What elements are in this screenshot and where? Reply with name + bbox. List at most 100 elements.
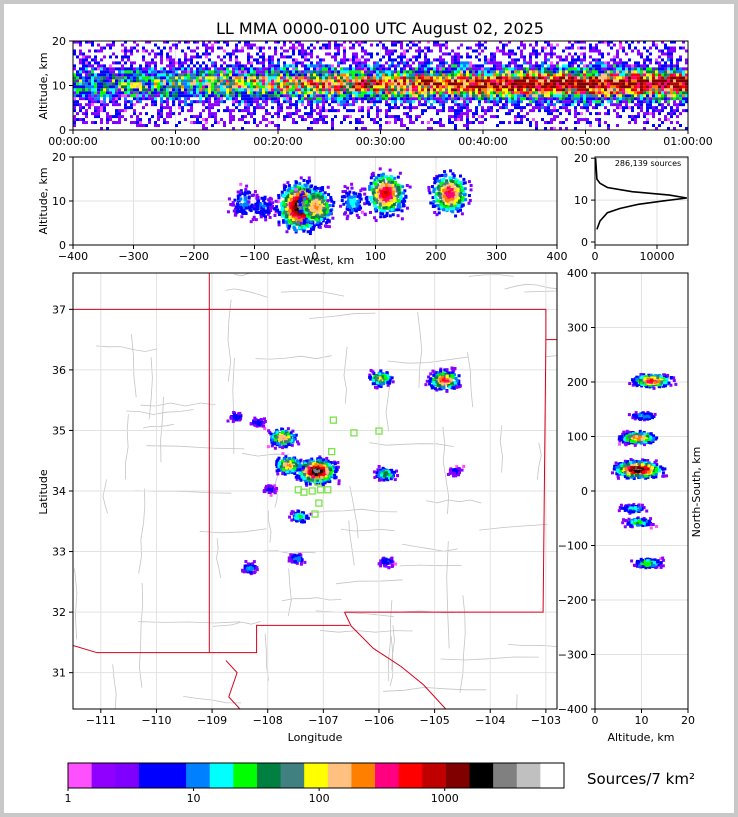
th-source-cell xyxy=(130,121,133,125)
th-source-cell xyxy=(535,64,538,68)
th-source-cell xyxy=(460,91,463,95)
th-source-cell xyxy=(127,100,130,104)
th-source-cell xyxy=(223,85,226,89)
th-source-cell xyxy=(463,94,466,98)
th-source-cell xyxy=(505,52,508,56)
th-source-cell xyxy=(292,88,295,92)
th-source-cell xyxy=(406,127,409,130)
th-source-cell xyxy=(118,85,121,89)
th-source-cell xyxy=(322,118,325,122)
th-source-cell xyxy=(94,58,97,62)
th-source-cell xyxy=(163,82,166,86)
th-source-cell xyxy=(652,79,655,83)
th-source-cell xyxy=(643,76,646,80)
th-source-cell xyxy=(412,88,415,92)
th-source-cell xyxy=(505,73,508,77)
th-source-cell xyxy=(478,76,481,80)
th-source-cell xyxy=(97,61,100,65)
th-source-cell xyxy=(406,43,409,47)
ew-source-cell xyxy=(308,209,312,213)
th-source-cell xyxy=(232,109,235,113)
th-source-cell xyxy=(454,64,457,68)
th-source-cell xyxy=(367,58,370,62)
th-source-cell xyxy=(283,79,286,83)
th-source-cell xyxy=(340,76,343,80)
th-source-cell xyxy=(391,76,394,80)
th-source-cell xyxy=(535,82,538,86)
th-source-cell xyxy=(481,88,484,92)
th-source-cell xyxy=(436,76,439,80)
th-source-cell xyxy=(367,115,370,119)
th-source-cell xyxy=(418,82,421,86)
th-source-cell xyxy=(130,94,133,98)
th-source-cell xyxy=(133,46,136,50)
th-source-cell xyxy=(454,115,457,119)
th-source-cell xyxy=(634,79,637,83)
ew-source-cell xyxy=(277,210,281,214)
th-source-cell xyxy=(265,103,268,107)
th-source-cell xyxy=(448,82,451,86)
th-source-cell xyxy=(406,85,409,89)
th-source-cell xyxy=(220,76,223,80)
th-source-cell xyxy=(442,106,445,110)
th-source-cell xyxy=(463,76,466,80)
th-source-cell xyxy=(148,88,151,92)
th-source-cell xyxy=(472,73,475,77)
th-source-cell xyxy=(271,121,274,125)
lma-figure: LL MMA 0000-0100 UTC August 02, 2025 00:… xyxy=(37,19,713,805)
th-source-cell xyxy=(271,97,274,101)
th-source-cell xyxy=(175,85,178,89)
th-source-cell xyxy=(400,85,403,89)
th-source-cell xyxy=(646,73,649,77)
th-source-cell xyxy=(424,61,427,65)
th-source-cell xyxy=(205,121,208,125)
th-source-cell xyxy=(376,82,379,86)
th-source-cell xyxy=(247,67,250,71)
th-source-cell xyxy=(580,61,583,65)
th-source-cell xyxy=(160,79,163,83)
th-source-cell xyxy=(463,88,466,92)
th-source-cell xyxy=(667,100,670,104)
th-source-cell xyxy=(529,79,532,83)
th-source-cell xyxy=(82,64,85,68)
th-source-cell xyxy=(238,109,241,113)
th-source-cell xyxy=(310,76,313,80)
th-source-cell xyxy=(454,112,457,116)
th-source-cell xyxy=(652,88,655,92)
th-source-cell xyxy=(514,61,517,65)
th-source-cell xyxy=(502,49,505,53)
th-source-cell xyxy=(172,43,175,47)
th-source-cell xyxy=(355,70,358,74)
th-source-cell xyxy=(253,58,256,62)
th-source-cell xyxy=(166,106,169,110)
th-source-cell xyxy=(241,115,244,119)
th-source-cell xyxy=(460,76,463,80)
th-source-cell xyxy=(352,97,355,101)
th-source-cell xyxy=(442,61,445,65)
th-source-cell xyxy=(73,103,76,107)
th-source-cell xyxy=(670,91,673,95)
th-source-cell xyxy=(253,121,256,125)
ew-source-cell xyxy=(277,213,281,217)
th-source-cell xyxy=(355,58,358,62)
th-source-cell xyxy=(136,121,139,125)
th-source-cell xyxy=(607,91,610,95)
th-source-cell xyxy=(208,46,211,50)
th-source-cell xyxy=(463,79,466,83)
th-source-cell xyxy=(199,55,202,59)
th-source-cell xyxy=(328,85,331,89)
th-source-cell xyxy=(517,82,520,86)
th-source-cell xyxy=(202,41,205,44)
th-source-cell xyxy=(355,97,358,101)
th-source-cell xyxy=(478,64,481,68)
th-source-cell xyxy=(349,85,352,89)
th-source-cell xyxy=(574,52,577,56)
th-source-cell xyxy=(241,127,244,130)
th-source-cell xyxy=(355,73,358,77)
th-source-cell xyxy=(82,55,85,59)
th-source-cell xyxy=(412,106,415,110)
th-source-cell xyxy=(259,97,262,101)
th-source-cell xyxy=(451,82,454,86)
th-source-cell xyxy=(274,70,277,74)
th-source-cell xyxy=(403,106,406,110)
